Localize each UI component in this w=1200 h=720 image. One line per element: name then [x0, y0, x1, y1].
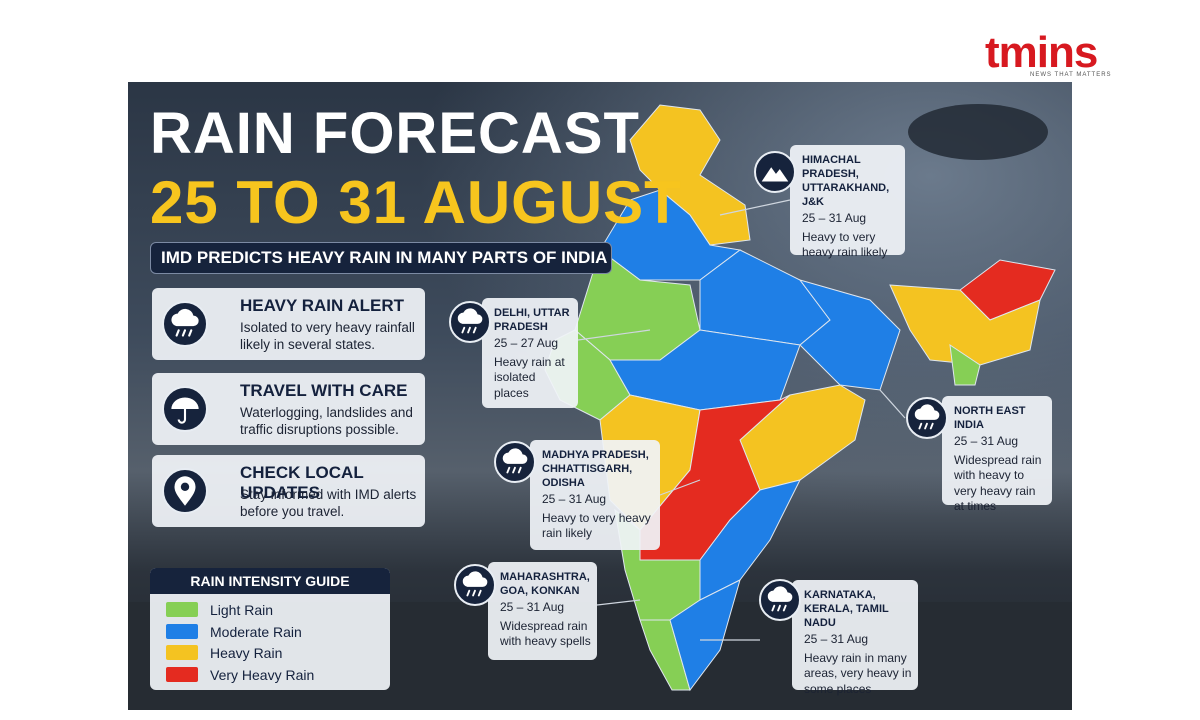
region-dates: 25 – 27 Aug — [494, 336, 559, 350]
legend-label: Moderate Rain — [210, 623, 302, 640]
icon-glyph — [914, 404, 940, 430]
map-region — [629, 104, 751, 246]
legend: RAIN INTENSITY GUIDE Light Rain Moderate … — [150, 568, 390, 690]
leader-line — [596, 599, 641, 606]
legend-swatch — [166, 623, 198, 639]
region-text: Heavy rain at isolated places — [494, 354, 565, 400]
icon-glyph — [171, 397, 199, 424]
region-text: Heavy rain in many areas, very heavy in … — [804, 650, 912, 696]
logo-tagline: NEWS THAT MATTERS — [1030, 72, 1112, 78]
region-card: HIMACHAL PRADESH, UTTARAKHAND, J&K 25 – 3… — [790, 145, 905, 259]
icon — [162, 301, 208, 347]
alert-title: TRAVEL WITH CARE — [240, 381, 408, 400]
region-card: MADHYA PRADESH, CHHATTISGARH, ODISHA 25 –… — [530, 440, 660, 550]
region-card: MAHARASHTRA, GOA, KONKAN 25 – 31 Aug Wides… — [488, 562, 597, 660]
title: RAIN FORECAST — [150, 101, 640, 166]
region-card: DELHI, UTTAR PRADESH 25 – 27 Aug Heavy rai… — [482, 298, 578, 408]
alert-text: Isolated to very heavy rainfall likely i… — [240, 320, 415, 352]
icon-glyph — [761, 167, 789, 182]
icon-glyph — [457, 308, 483, 334]
region-dates: 25 – 31 Aug — [804, 632, 869, 646]
legend-label: Very Heavy Rain — [210, 666, 315, 683]
alert-text: Stay informed with IMD alerts before you… — [240, 487, 417, 519]
legend-swatch — [166, 645, 198, 660]
subtitle: IMD PREDICTS HEAVY RAIN IN MANY PARTS OF… — [150, 242, 612, 274]
logo: tmins — [985, 28, 1098, 78]
cloud — [908, 104, 1048, 160]
map-region — [798, 279, 901, 391]
logo-text: tmins — [985, 28, 1098, 77]
icon — [162, 468, 208, 514]
legend-label: Light Rain — [210, 602, 274, 618]
region-text: Heavy to very heavy rain likely — [802, 229, 888, 260]
icon-glyph — [462, 571, 488, 597]
alert-card: TRAVEL WITH CARE Waterlogging, landslides… — [152, 373, 425, 445]
icon — [906, 397, 948, 439]
leader-line — [879, 389, 906, 419]
map-region — [639, 619, 691, 691]
leader-line — [577, 329, 651, 341]
map-region — [949, 343, 981, 386]
map-region — [889, 284, 1041, 366]
region-card: KARNATAKA, KERALA, TAMIL NADU 25 – 31 Aug… — [792, 580, 918, 696]
icon-glyph — [502, 448, 528, 474]
infographic: RAIN FORECAST 25 TO 31 AUGUST IMD PREDIC… — [128, 82, 1072, 710]
region-dates: 25 – 31 Aug — [954, 434, 1019, 448]
map-region — [669, 579, 741, 692]
region-name: DELHI, UTTAR PRADESH — [494, 307, 570, 333]
icon — [454, 564, 496, 606]
legend-swatch — [166, 602, 198, 617]
region-text: Widespread rain with heavy spells — [500, 618, 591, 649]
icon — [162, 386, 208, 432]
legend-title: RAIN INTENSITY GUIDE — [150, 568, 390, 594]
region-name: MAHARASHTRA, GOA, KONKAN — [500, 571, 590, 597]
region-text: Heavy to very heavy rain likely — [542, 510, 651, 541]
legend-item: Heavy Rain — [166, 645, 283, 661]
icon-glyph — [171, 308, 199, 337]
region-name: MADHYA PRADESH, CHHATTISGARH, ODISHA — [542, 449, 649, 489]
region-dates: 25 – 31 Aug — [802, 211, 867, 225]
region-name: KARNATAKA, KERALA, TAMIL NADU — [804, 589, 889, 629]
icon-glyph — [767, 586, 793, 612]
icon — [494, 441, 536, 483]
legend-item: Very Heavy Rain — [166, 666, 315, 683]
legend-label: Heavy Rain — [210, 645, 283, 661]
region-card: NORTH EAST INDIA 25 – 31 Aug Widespread ra… — [942, 396, 1052, 513]
legend-item: Moderate Rain — [166, 623, 302, 640]
icon — [754, 151, 796, 193]
region-dates: 25 – 31 Aug — [542, 492, 607, 506]
region-dates: 25 – 31 Aug — [500, 600, 565, 614]
map-region — [599, 189, 742, 281]
legend-swatch — [166, 666, 198, 682]
region-text: Widespread rain with heavy to very heavy… — [954, 452, 1042, 514]
icon-glyph — [174, 476, 196, 506]
icon — [449, 301, 491, 343]
alert-title: CHECK LOCAL UPDATES — [240, 463, 364, 502]
region-name: HIMACHAL PRADESH, UTTARAKHAND, J&K — [802, 154, 890, 208]
icon — [759, 579, 801, 621]
date-range: 25 TO 31 AUGUST — [150, 169, 682, 236]
leader-line — [719, 199, 791, 216]
region-name: NORTH EAST INDIA — [954, 405, 1026, 431]
alert-text: Waterlogging, landslides and traffic dis… — [240, 405, 413, 437]
leader-line — [659, 479, 701, 496]
alert-title: HEAVY RAIN ALERT — [240, 296, 405, 315]
legend-item: Light Rain — [166, 602, 274, 618]
